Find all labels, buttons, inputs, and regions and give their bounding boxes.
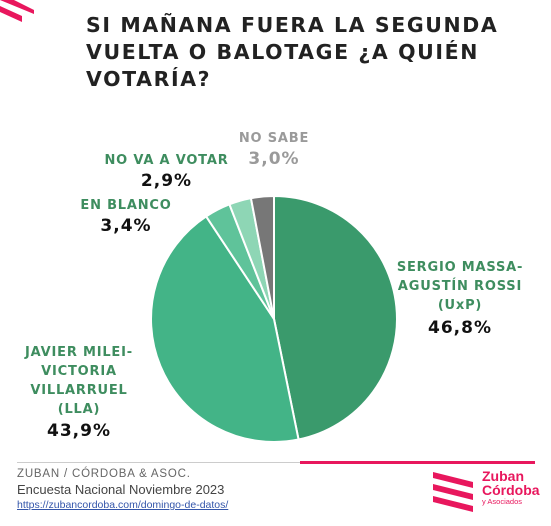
slice-label-name: VILLARRUEL (30, 383, 128, 398)
slice-value-label: 46,8% (428, 318, 492, 338)
title-line: SI MAÑANA FUERA LA SEGUNDA (86, 13, 499, 37)
title-line: VOTARÍA? (86, 67, 212, 91)
slice-label-name: NO VA A VOTAR (104, 153, 229, 168)
chart-title: SI MAÑANA FUERA LA SEGUNDA VUELTA O BALO… (86, 12, 526, 93)
slice-value-label: 3,4% (100, 216, 152, 236)
slice-label-name: JAVIER MILEI- (25, 345, 133, 360)
slice-massa (273, 194, 398, 441)
footer-divider-accent (300, 461, 535, 464)
label-massa: SERGIO MASSA- AGUSTÍN ROSSI (UxP) 46,8% (395, 258, 525, 339)
label-no-sabe: NO SABE 3,0% (224, 129, 324, 170)
label-milei: JAVIER MILEI- VICTORIA VILLARRUEL (LLA) … (14, 343, 144, 442)
slice-label-name: NO SABE (238, 131, 310, 146)
logo-wordmark: Zuban Córdoba y Asociados (482, 469, 540, 506)
slice-value-label: 2,9% (140, 171, 193, 191)
slice-value-label: 3,0% (248, 149, 300, 169)
label-en-blanco: EN BLANCO 3,4% (66, 196, 186, 237)
footer-link[interactable]: https://zubancordoba.com/domingo-de-dato… (17, 499, 229, 511)
slice-label-name: (LLA) (57, 402, 101, 417)
slice-label-name: EN BLANCO (80, 198, 172, 213)
slice-label-name: VICTORIA (41, 364, 117, 379)
logo-line: Córdoba (482, 482, 540, 498)
slice-label-name: SERGIO MASSA- (396, 260, 524, 275)
title-line: VUELTA O BALOTAGE ¿A QUIÉN (86, 40, 479, 64)
slice-value-label: 43,9% (47, 421, 111, 441)
footer-survey: Encuesta Nacional Noviembre 2023 (17, 482, 225, 497)
logo-line: Zuban (482, 468, 524, 484)
footer-divider-gray (17, 462, 300, 463)
footer-source: ZUBAN / CÓRDOBA & ASOC. (17, 468, 191, 480)
footer-credits: ZUBAN / CÓRDOBA & ASOC. Encuesta Naciona… (17, 467, 228, 512)
logo-line: y Asociados (482, 497, 523, 506)
slice-milei (150, 215, 300, 443)
slice-no-sabe (249, 194, 275, 320)
zuban-cordoba-logo-mark (433, 472, 473, 512)
label-no-va-a-votar: NO VA A VOTAR 2,9% (94, 151, 239, 192)
slice-label-name: (UxP) (437, 298, 483, 313)
corner-accent-mark (0, 0, 34, 22)
slice-label-name: AGUSTÍN ROSSI (397, 279, 523, 294)
